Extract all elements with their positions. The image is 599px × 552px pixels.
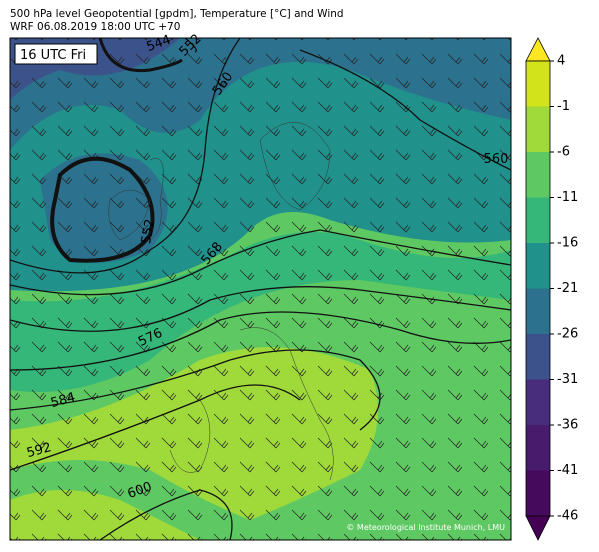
geopotential-contours: [10, 38, 511, 540]
colorbar-tick-label: -11: [557, 190, 578, 205]
colorbar-tick-label: -6: [557, 145, 570, 160]
colorbar-band: [526, 470, 550, 517]
colorbar-tick-label: -21: [557, 281, 578, 296]
colorbar-tick-label: -46: [557, 509, 578, 524]
colorbar-band: [526, 288, 550, 335]
colorbar: 4 -1 -6 -11 -16 -21 -26 -31 -36 -41 -46: [525, 37, 578, 541]
colorbar-extension: [525, 37, 551, 62]
contour-label: 584: [49, 390, 77, 411]
colorbar-band: [526, 425, 550, 471]
time-label-box: [14, 43, 98, 65]
contour-label: 592: [25, 440, 53, 461]
colorbar-tick-label: -31: [557, 372, 578, 387]
colorbar-band: [526, 243, 550, 289]
colorbar-band: [526, 61, 550, 107]
credit: © Meteorological Institute Munich, LMU: [346, 523, 505, 532]
time-label: 16 UTC Fri: [20, 48, 86, 63]
colorbar-band: [526, 106, 550, 153]
colorbar-band: [526, 334, 550, 380]
colorbar-band: [526, 197, 550, 244]
colorbar-tick-label: -36: [557, 418, 578, 433]
colorbar-band: [526, 152, 550, 198]
map-frame: [9, 37, 512, 541]
colorbar-tick-label: -26: [557, 327, 578, 342]
colorbar-tick-label: -41: [557, 463, 578, 478]
title: 500 hPa level Geopotential [gpdm], Tempe…: [10, 8, 344, 20]
colorbar-tick-label: 4: [557, 54, 565, 69]
map: [10, 38, 511, 540]
contour-label: 560: [484, 152, 509, 167]
colorbar-tick-label: -1: [557, 99, 570, 114]
subtitle: WRF 06.08.2019 18:00 UTC +70: [10, 21, 180, 33]
coastlines: [108, 121, 334, 481]
colorbar-extension: [525, 515, 551, 541]
contour-label: 552: [139, 218, 158, 245]
colorbar-band: [526, 379, 550, 426]
colorbar-tick-label: -16: [557, 236, 578, 251]
